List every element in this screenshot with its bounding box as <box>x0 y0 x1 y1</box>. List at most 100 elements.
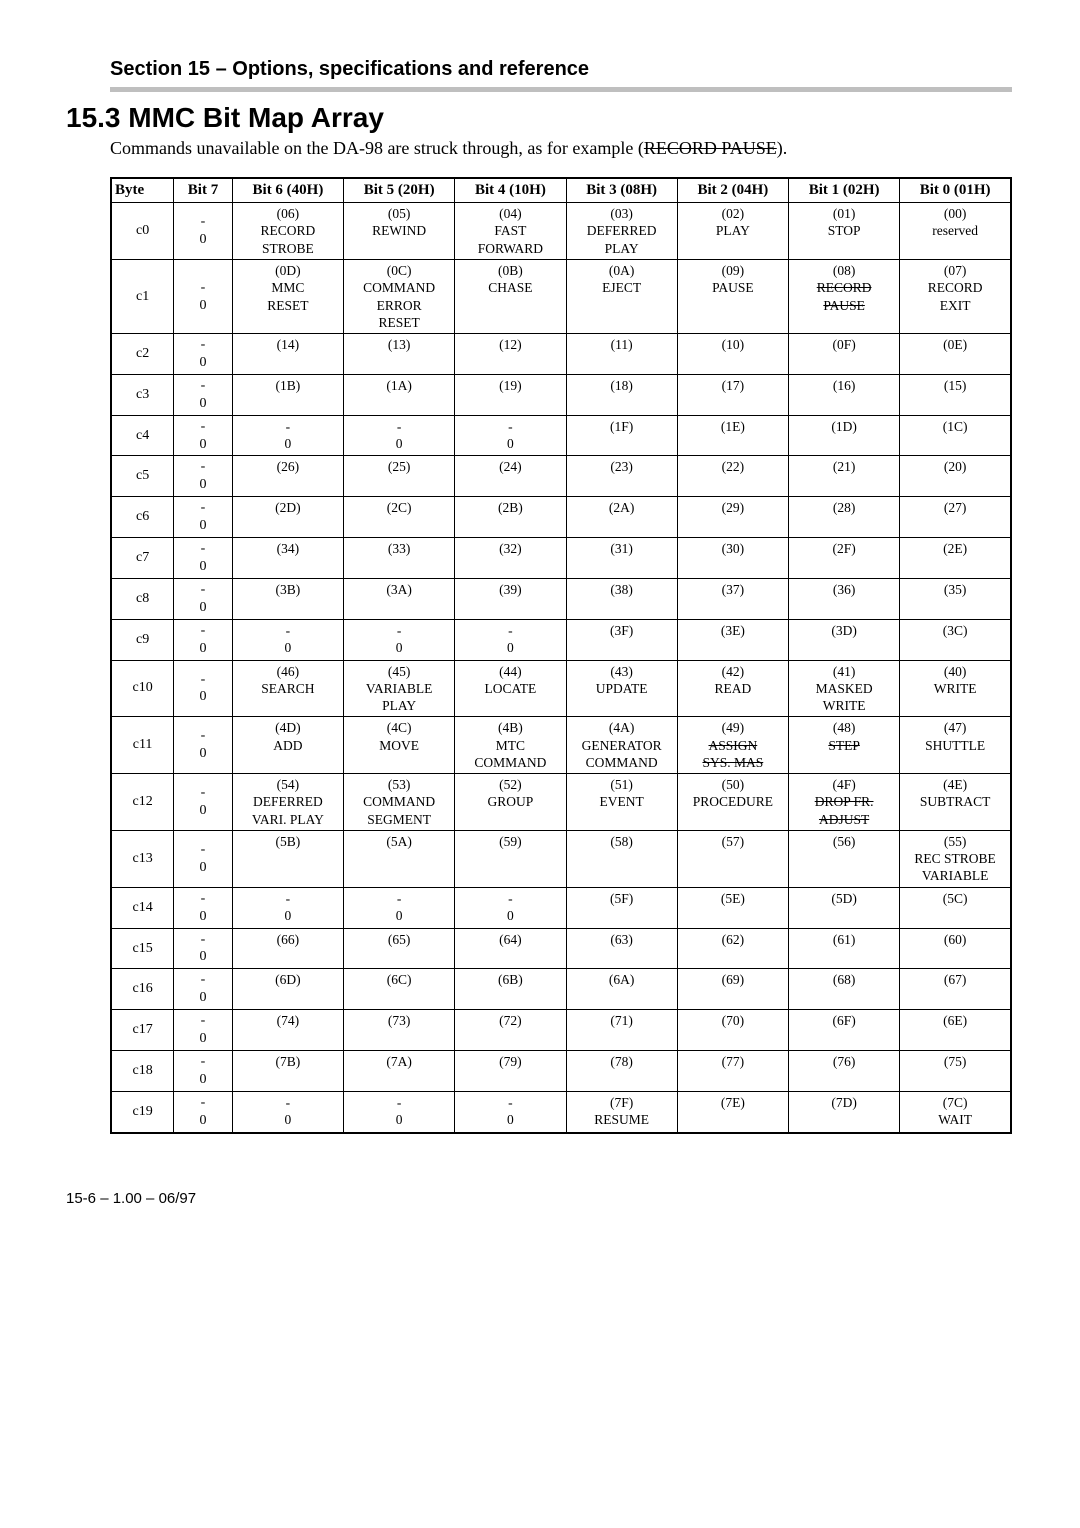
byte-cell: c8 <box>111 578 174 619</box>
table-row: c0-0(06)RECORDSTROBE(05)REWIND(04)FASTFO… <box>111 203 1011 260</box>
table-body: c0-0(06)RECORDSTROBE(05)REWIND(04)FASTFO… <box>111 203 1011 1133</box>
bit-cell: (19) <box>455 374 566 415</box>
byte-cell: c1 <box>111 259 174 333</box>
bit-cell: (17) <box>677 374 788 415</box>
bit-cell: (37) <box>677 578 788 619</box>
bit-cell: (16) <box>788 374 899 415</box>
bit-cell: (5F) <box>566 887 677 928</box>
bit-cell: (49)ASSIGNSYS. MAS <box>677 717 788 774</box>
byte-cell: c18 <box>111 1050 174 1091</box>
bit-cell: (43)UPDATE <box>566 660 677 717</box>
bit-cell: -0 <box>232 619 343 660</box>
bit-cell: (71) <box>566 1010 677 1051</box>
byte-cell: c4 <box>111 415 174 456</box>
bit-cell: -0 <box>344 1091 455 1132</box>
bit-cell: (20) <box>900 456 1011 497</box>
byte-cell: c11 <box>111 717 174 774</box>
bit-cell: (7F)RESUME <box>566 1091 677 1132</box>
bit-cell: (15) <box>900 374 1011 415</box>
bit-cell: (58) <box>566 830 677 887</box>
bit-cell: (46)SEARCH <box>232 660 343 717</box>
bit7-cell: -0 <box>174 660 233 717</box>
bit-cell: (4A)GENERATORCOMMAND <box>566 717 677 774</box>
bit-cell: (2C) <box>344 497 455 538</box>
table-row: c8-0(3B)(3A)(39)(38)(37)(36)(35) <box>111 578 1011 619</box>
bit-cell: (3C) <box>900 619 1011 660</box>
intro-post: ). <box>777 138 788 158</box>
bit-cell: (3D) <box>788 619 899 660</box>
bit-cell: (1F) <box>566 415 677 456</box>
bit-cell: (60) <box>900 928 1011 969</box>
table-header-cell: Bit 3 (08H) <box>566 178 677 203</box>
table-header-cell: Bit 6 (40H) <box>232 178 343 203</box>
table-header-row: ByteBit 7Bit 6 (40H)Bit 5 (20H)Bit 4 (10… <box>111 178 1011 203</box>
bit-cell: (5A) <box>344 830 455 887</box>
bit-cell: (53)COMMANDSEGMENT <box>344 774 455 831</box>
bit-cell: (47)SHUTTLE <box>900 717 1011 774</box>
table-row: c6-0(2D)(2C)(2B)(2A)(29)(28)(27) <box>111 497 1011 538</box>
bit-cell: (34) <box>232 538 343 579</box>
byte-cell: c14 <box>111 887 174 928</box>
bit-cell: (7C)WAIT <box>900 1091 1011 1132</box>
bit-cell: -0 <box>455 415 566 456</box>
byte-cell: c2 <box>111 334 174 375</box>
bit-cell: -0 <box>455 887 566 928</box>
bit7-cell: -0 <box>174 619 233 660</box>
bit7-cell: -0 <box>174 538 233 579</box>
bit-cell: (1B) <box>232 374 343 415</box>
bit-cell: (57) <box>677 830 788 887</box>
bit-cell: (27) <box>900 497 1011 538</box>
bit-cell: (1E) <box>677 415 788 456</box>
bit-cell: (70) <box>677 1010 788 1051</box>
bit-cell: (3E) <box>677 619 788 660</box>
bit-cell: (45)VARIABLEPLAY <box>344 660 455 717</box>
bit-cell: -0 <box>344 887 455 928</box>
bit-cell: (5B) <box>232 830 343 887</box>
page: Section 15 – Options, specifications and… <box>0 0 1080 1247</box>
bit-cell: (35) <box>900 578 1011 619</box>
bit-cell: -0 <box>232 415 343 456</box>
page-title: 15.3 MMC Bit Map Array <box>66 102 1012 134</box>
bit-cell: (52)GROUP <box>455 774 566 831</box>
bit7-cell: -0 <box>174 374 233 415</box>
bit-cell: (76) <box>788 1050 899 1091</box>
table-header-cell: Bit 0 (01H) <box>900 178 1011 203</box>
section-title: Section 15 – Options, specifications and… <box>110 58 1012 81</box>
bit-cell: (03)DEFERREDPLAY <box>566 203 677 260</box>
bit-cell: (6E) <box>900 1010 1011 1051</box>
bit-cell: (79) <box>455 1050 566 1091</box>
bit-cell: (23) <box>566 456 677 497</box>
byte-cell: c0 <box>111 203 174 260</box>
table-header-cell: Byte <box>111 178 174 203</box>
intro-strike: RECORD PAUSE <box>644 138 777 158</box>
byte-cell: c13 <box>111 830 174 887</box>
bit-cell: (3F) <box>566 619 677 660</box>
bit7-cell: -0 <box>174 774 233 831</box>
bit7-cell: -0 <box>174 928 233 969</box>
byte-cell: c17 <box>111 1010 174 1051</box>
bit-cell: (56) <box>788 830 899 887</box>
bit-cell: (2E) <box>900 538 1011 579</box>
bit-cell: (74) <box>232 1010 343 1051</box>
bit7-cell: -0 <box>174 1010 233 1051</box>
bit-cell: (77) <box>677 1050 788 1091</box>
bit-cell: (7A) <box>344 1050 455 1091</box>
bit-cell: -0 <box>455 1091 566 1132</box>
bit-cell: (4F)DROP FR.ADJUST <box>788 774 899 831</box>
bit-cell: -0 <box>344 619 455 660</box>
table-row: c4-0-0-0-0(1F)(1E)(1D)(1C) <box>111 415 1011 456</box>
table-row: c1-0(0D)MMCRESET(0C)COMMANDERRORRESET(0B… <box>111 259 1011 333</box>
bit-cell: (08)RECORDPAUSE <box>788 259 899 333</box>
intro-text: Commands unavailable on the DA-98 are st… <box>110 138 1012 159</box>
bit-cell: (7E) <box>677 1091 788 1132</box>
bit-cell: (61) <box>788 928 899 969</box>
byte-cell: c5 <box>111 456 174 497</box>
bit-cell: (41)MASKEDWRITE <box>788 660 899 717</box>
bit7-cell: -0 <box>174 415 233 456</box>
bit-cell: (2A) <box>566 497 677 538</box>
bit-cell: (0C)COMMANDERRORRESET <box>344 259 455 333</box>
bit-cell: (6A) <box>566 969 677 1010</box>
bit-cell: (05)REWIND <box>344 203 455 260</box>
table-row: c2-0(14)(13)(12)(11)(10)(0F)(0E) <box>111 334 1011 375</box>
bit7-cell: -0 <box>174 578 233 619</box>
